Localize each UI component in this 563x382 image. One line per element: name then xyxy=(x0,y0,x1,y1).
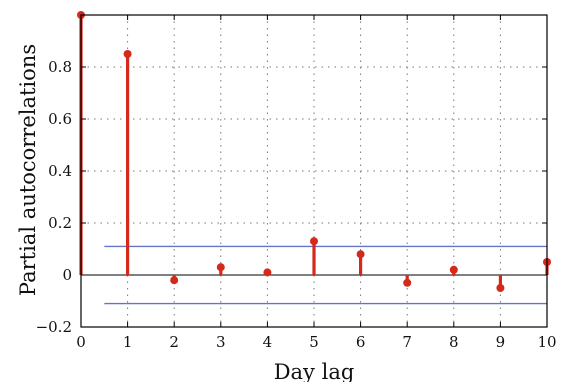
x-tick-label: 2 xyxy=(169,333,179,351)
x-tick-label: 8 xyxy=(449,333,459,351)
stem-marker-4 xyxy=(263,268,272,277)
y-axis-ticks: −0.2 0 0.2 0.4 0.6 0.8 xyxy=(36,58,547,336)
y-tick-label: 0.6 xyxy=(48,110,72,128)
x-tick-label: 1 xyxy=(123,333,133,351)
x-tick-label: 5 xyxy=(309,333,319,351)
y-tick-label: 0 xyxy=(62,266,72,284)
confidence-bounds xyxy=(104,245,547,305)
y-tick-label: 0.2 xyxy=(48,214,72,232)
stem-marker-5 xyxy=(310,237,318,246)
x-axis-label: Day lag xyxy=(274,360,355,382)
stem-marker-8 xyxy=(449,265,458,274)
stem-marker-3 xyxy=(216,263,225,272)
stem-marker-7 xyxy=(403,278,412,287)
y-axis-label: Partial autocorrelations xyxy=(16,44,40,296)
stem-marker-1 xyxy=(123,50,132,58)
y-tick-label: 0.8 xyxy=(48,58,72,76)
x-tick-label: 6 xyxy=(356,333,366,351)
x-tick-label: 3 xyxy=(216,333,226,351)
stem-marker-2 xyxy=(170,276,179,285)
x-tick-label: 7 xyxy=(402,333,412,351)
y-tick-label: 0.4 xyxy=(48,162,72,180)
stem-marker-6 xyxy=(356,250,365,259)
x-tick-label: 9 xyxy=(496,333,506,351)
x-tick-label: 4 xyxy=(263,333,273,351)
x-tick-label: 10 xyxy=(537,333,556,351)
x-axis-ticks: 0 1 2 3 4 5 6 7 8 9 10 xyxy=(76,15,557,351)
y-tick-label: −0.2 xyxy=(36,318,72,336)
stem-marker-9 xyxy=(496,284,505,292)
x-tick-label: 0 xyxy=(76,333,86,351)
grid-lines xyxy=(81,15,547,327)
